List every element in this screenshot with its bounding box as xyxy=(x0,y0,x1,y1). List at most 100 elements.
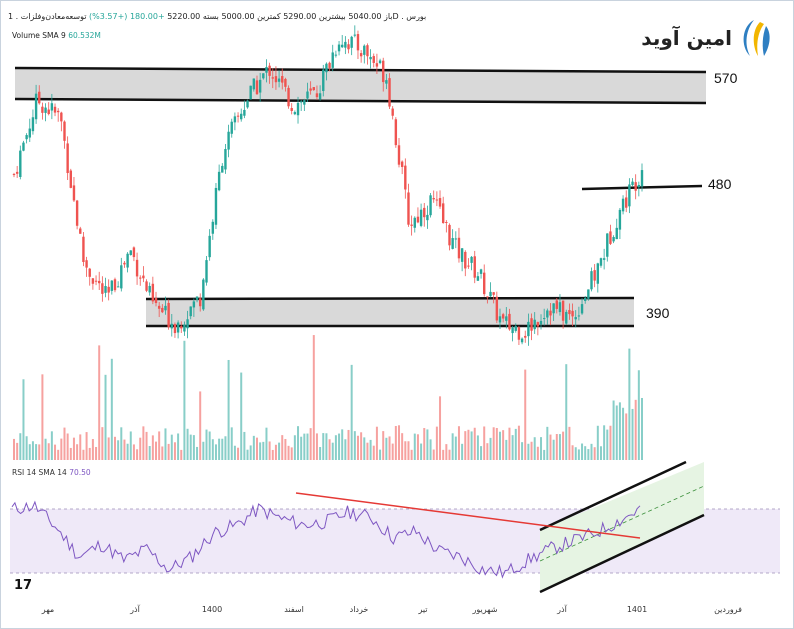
volume-bar xyxy=(104,374,107,460)
volume-bar xyxy=(552,439,555,460)
candle-body xyxy=(363,45,366,55)
candle-body xyxy=(397,145,401,165)
volume-bar xyxy=(76,444,79,460)
volume-bar xyxy=(233,445,236,460)
volume-bar xyxy=(350,364,353,460)
candle-body xyxy=(495,296,499,321)
volume-bar xyxy=(120,427,123,460)
candle-body xyxy=(154,297,158,304)
close-value: 5220.00 xyxy=(167,12,201,21)
x-tick: 1400 xyxy=(202,605,222,614)
rsi-trend-line xyxy=(295,492,641,539)
volume-bar xyxy=(113,436,116,460)
volume-bar xyxy=(416,434,419,460)
volume-bar xyxy=(606,429,609,460)
candle-body xyxy=(587,289,590,299)
candle-body xyxy=(583,297,587,301)
volume-bar xyxy=(574,447,577,460)
candle-body xyxy=(180,326,183,329)
candle-body xyxy=(606,233,609,257)
volume-bar xyxy=(161,446,164,460)
candle-body xyxy=(473,256,476,278)
candle-body xyxy=(252,78,256,90)
volume-bar xyxy=(388,436,391,460)
candle-body xyxy=(296,102,300,116)
candle-body xyxy=(236,115,240,117)
volume-bar xyxy=(609,425,612,460)
candle-body xyxy=(230,121,233,134)
rsi-line xyxy=(11,500,641,579)
volume-bar xyxy=(262,441,265,460)
volume-bar xyxy=(382,431,385,460)
volume-bar xyxy=(315,433,318,460)
channel-mid-line xyxy=(539,485,705,562)
candle-body xyxy=(382,60,385,83)
high-value: 5290.00 xyxy=(283,12,317,21)
volume-bar xyxy=(394,425,397,460)
candle-body xyxy=(50,103,54,111)
candle-body xyxy=(359,53,363,57)
volume-bar xyxy=(170,434,173,460)
level-480-label: 480 xyxy=(708,176,732,192)
candle-body xyxy=(186,319,189,329)
candle-body xyxy=(596,263,600,284)
candle-body xyxy=(640,170,644,187)
candle-body xyxy=(101,283,104,294)
candle-body xyxy=(145,281,148,291)
high-label: بیشترین xyxy=(318,12,346,21)
volume-bar xyxy=(306,433,309,460)
x-tick: مهر xyxy=(41,605,54,614)
volume-bar xyxy=(25,436,28,460)
volume-bar xyxy=(432,449,435,460)
volume-bar xyxy=(356,435,359,460)
volume-bar xyxy=(246,449,249,460)
candle-body xyxy=(246,100,249,108)
candle-body xyxy=(198,298,202,307)
candle-body xyxy=(240,113,243,120)
volume-bar xyxy=(98,345,101,460)
volume-bar xyxy=(290,447,293,460)
volume-bar xyxy=(599,446,602,460)
volume-bar xyxy=(401,433,404,460)
candle-body xyxy=(552,303,555,314)
candle-body xyxy=(271,77,274,79)
volume-bar xyxy=(278,442,281,460)
volume-bar xyxy=(47,443,50,460)
candle-body xyxy=(88,268,91,277)
candle-body xyxy=(306,91,309,99)
candle-body xyxy=(378,60,382,64)
volume-bar xyxy=(322,433,325,460)
candle-body xyxy=(628,184,631,207)
x-tick: خرداد xyxy=(350,605,369,614)
volume-bar xyxy=(139,437,142,460)
volume-bar xyxy=(54,444,57,460)
volume-bar xyxy=(199,391,202,460)
candle-body xyxy=(511,327,514,334)
candle-body xyxy=(195,296,199,300)
brand-logo: امین آوید xyxy=(612,14,777,64)
candle-body xyxy=(233,116,237,123)
candle-body xyxy=(287,87,290,107)
candle-body xyxy=(514,326,517,331)
channel-lower-line xyxy=(539,513,705,594)
candle-body xyxy=(426,214,429,221)
volume-bar xyxy=(483,426,486,460)
candle-body xyxy=(561,300,565,321)
resistance-top-line xyxy=(14,66,707,74)
volume-bar xyxy=(631,408,634,460)
volume-bar xyxy=(338,433,341,460)
candle-body xyxy=(53,106,57,113)
candle-body xyxy=(508,313,511,330)
candle-body xyxy=(192,301,196,308)
candle-body xyxy=(331,52,334,68)
volume-bar xyxy=(16,442,19,460)
candle-body xyxy=(129,250,132,256)
volume-bar xyxy=(549,434,552,460)
volume-bar xyxy=(492,427,495,460)
volume-bar xyxy=(325,433,328,460)
volume-bar xyxy=(155,441,158,460)
candle-body xyxy=(249,85,252,100)
candle-body xyxy=(85,260,88,268)
volume-bar xyxy=(142,426,145,460)
